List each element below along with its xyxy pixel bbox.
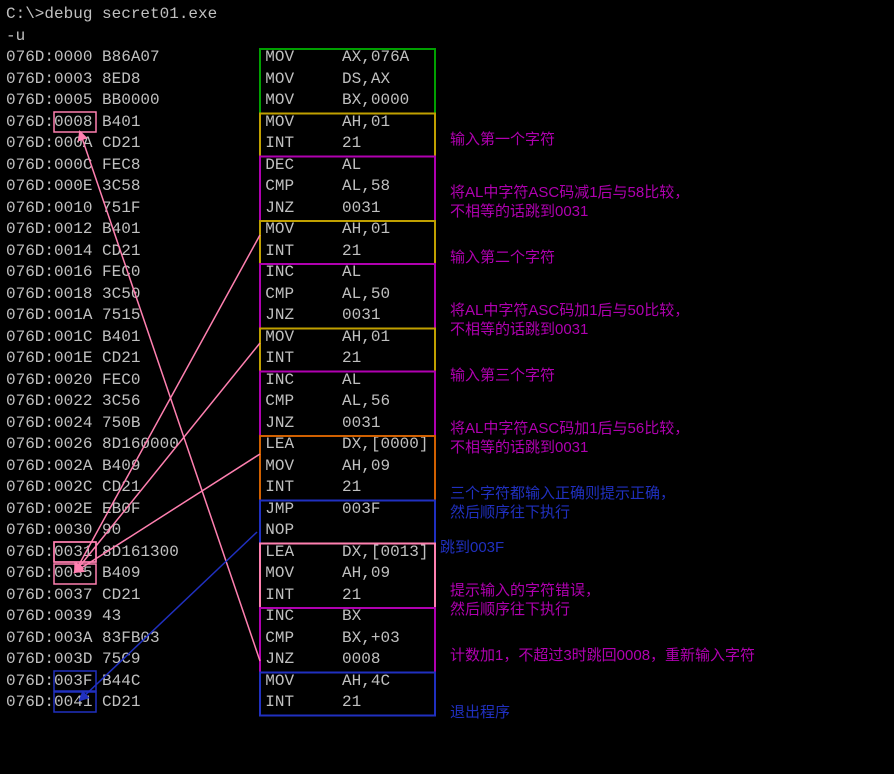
annotation-text: 三个字符都输入正确则提示正确， 然后顺序往下执行 xyxy=(450,484,675,522)
annotation-text: 计数加1，不超过3时跳回0008，重新输入字符 xyxy=(450,646,755,665)
annotation-text: 输入第二个字符 xyxy=(450,248,555,267)
annotation-text: 输入第一个字符 xyxy=(450,130,555,149)
annotation-text: 将AL中字符ASC码加1后与50比较， 不相等的话跳到0031 xyxy=(450,301,689,339)
annotation-text: 跳到003F xyxy=(440,538,504,557)
annotation-text: 输入第三个字符 xyxy=(450,366,555,385)
terminal-output: C:\>debug secret01.exe -u 076D:0000 B86A… xyxy=(0,0,434,718)
annotation-text: 将AL中字符ASC码减1后与58比较， 不相等的话跳到0031 xyxy=(450,183,689,221)
annotation-text: 将AL中字符ASC码加1后与56比较， 不相等的话跳到0031 xyxy=(450,419,689,457)
annotation-text: 退出程序 xyxy=(450,703,510,722)
annotation-text: 提示输入的字符错误， 然后顺序往下执行 xyxy=(450,581,600,619)
